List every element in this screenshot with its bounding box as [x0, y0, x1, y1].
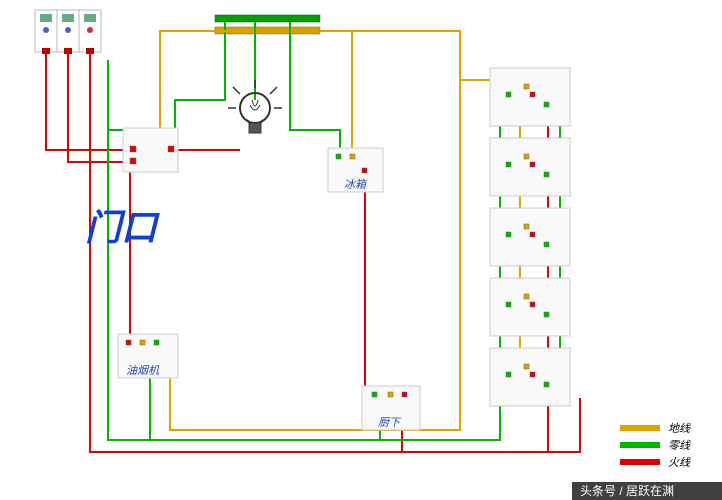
outlet-left-top — [123, 128, 178, 172]
legend-neutral-label: 零线 — [668, 439, 691, 452]
outlet-stack — [490, 68, 570, 406]
outlet-undercounter: 厨下 — [362, 386, 420, 430]
wires-ground — [160, 31, 528, 430]
entrance-label: 门口 — [85, 208, 160, 248]
legend-live-label: 火线 — [668, 456, 691, 469]
watermark: 头条号 / 居跃在渊 — [572, 482, 722, 500]
outlet-fridge-label: 冰箱 — [344, 178, 368, 191]
outlet-fridge: 冰箱 — [328, 148, 383, 192]
breaker-panel — [35, 10, 101, 54]
light-bulb-icon — [228, 80, 282, 133]
watermark-text: 头条号 / 居跃在渊 — [580, 484, 674, 498]
outlet-rangehood: 油烟机 — [118, 334, 178, 378]
wiring-diagram: 冰箱 油烟机 厨下 — [0, 0, 722, 500]
legend: 地线 零线 火线 — [620, 422, 691, 469]
legend-ground-label: 地线 — [668, 422, 691, 435]
outlet-rangehood-label: 油烟机 — [126, 364, 160, 377]
outlet-undercounter-label: 厨下 — [378, 417, 402, 429]
